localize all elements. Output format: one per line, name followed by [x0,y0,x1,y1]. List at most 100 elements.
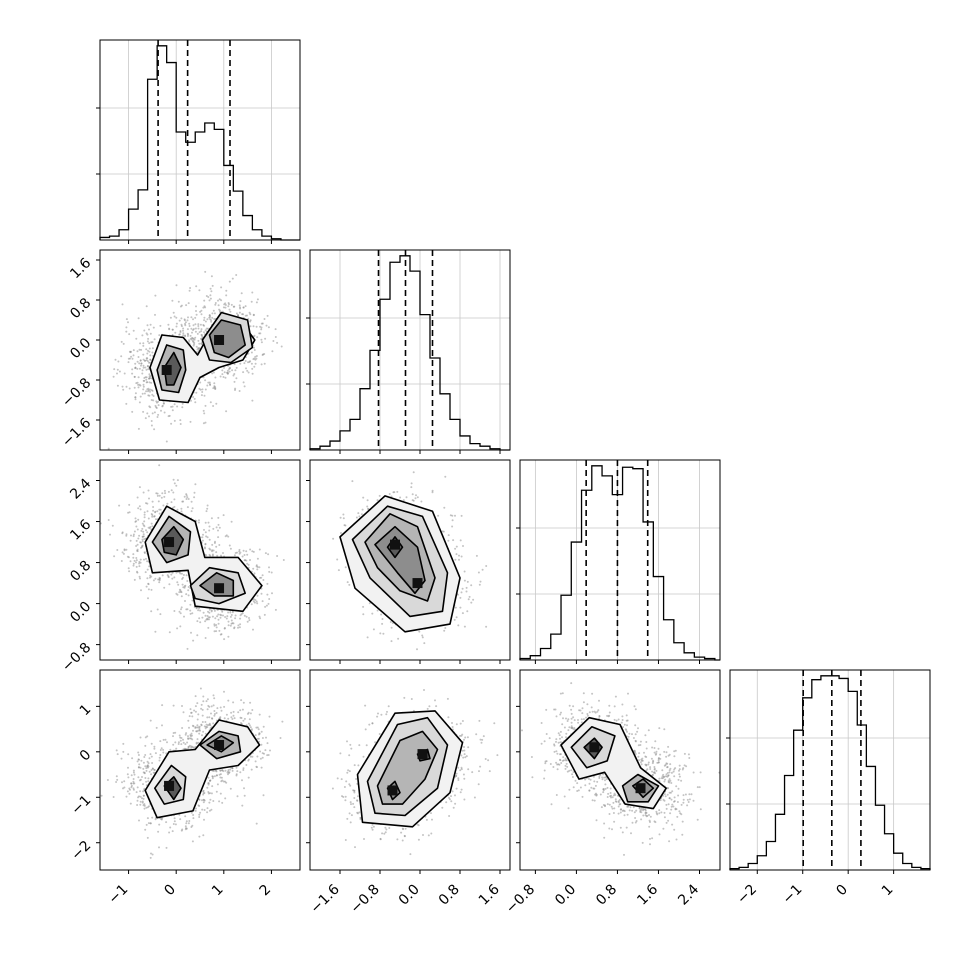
scatter-point [197,726,200,729]
scatter-point [247,371,250,374]
scatter-point [134,396,137,399]
scatter-point [127,753,130,756]
scatter-point [151,393,154,396]
scatter-point [151,515,154,518]
scatter-point [197,609,200,612]
scatter-point [253,572,256,575]
scatter-point [113,368,116,371]
scatter-point [143,804,146,807]
scatter-point [127,776,130,779]
scatter-point [257,728,260,731]
scatter-point [132,564,135,567]
scatter-point [157,830,160,833]
scatter-point [136,549,139,552]
scatter-point [151,762,154,764]
scatter-point [376,499,379,502]
scatter-point [246,620,249,623]
scatter-point [145,390,148,393]
scatter-point [132,562,135,565]
scatter-point [185,732,188,735]
scatter-point [152,509,155,512]
scatter-point [205,510,208,513]
scatter-point [220,286,223,289]
scatter-point [235,366,238,369]
scatter-point [210,517,213,520]
scatter-point [195,305,197,308]
scatter-point [204,421,207,424]
scatter-point [251,291,254,294]
scatter-point [127,567,130,570]
scatter-point [175,325,178,328]
scatter-point [255,564,258,567]
scatter-point [262,794,265,797]
scatter-point [217,529,219,532]
scatter-point [185,493,188,496]
scatter-point [202,422,205,425]
scatter-point [355,516,358,519]
scatter-point [259,576,261,579]
scatter-point [196,702,199,705]
scatter-point [244,305,247,308]
scatter-point [274,328,277,331]
scatter-point [153,338,156,341]
scatter-point [147,337,150,340]
scatter-point [362,605,365,608]
scatter-point [181,705,183,707]
scatter-point [202,801,205,804]
scatter-point [459,539,462,542]
scatter-point [268,598,271,600]
scatter-point [136,360,139,363]
scatter-point [140,362,143,365]
scatter-point [215,790,218,793]
scatter-point [116,753,119,756]
scatter-point [267,754,270,756]
scatter-point [205,535,208,538]
scatter-point [213,609,216,612]
scatter-point [137,754,140,756]
scatter-point [135,545,138,547]
scatter-point [248,311,251,314]
scatter-point [189,612,192,615]
scatter-point [184,324,187,327]
scatter-point [479,580,482,583]
scatter-point [159,749,162,751]
scatter-point [138,534,141,537]
scatter-point [211,543,214,546]
scatter-point [148,350,151,353]
scatter-point [136,570,138,573]
scatter-point [209,294,212,297]
scatter-point [229,787,232,790]
scatter-point [208,316,211,319]
scatter-point [192,328,195,330]
scatter-point [206,726,209,729]
scatter-point [204,388,207,391]
scatter-point [266,742,269,745]
scatter-point [158,334,161,337]
scatter-point [463,570,466,573]
scatter-point [217,622,220,625]
scatter-point [251,755,254,758]
scatter-point [204,727,207,730]
scatter-point [212,387,215,390]
scatter-point [204,521,207,524]
scatter-point [208,529,211,532]
scatter-point [138,348,141,351]
scatter-point [233,363,236,366]
scatter-point [217,613,220,616]
scatter-point [146,333,149,336]
scatter-point [227,717,230,720]
scatter-point [122,750,125,753]
scatter-point [121,531,124,534]
scatter-point [420,500,423,503]
scatter-point [122,552,125,555]
scatter-point [242,769,245,771]
scatter-point [153,411,156,414]
scatter-point [143,520,146,523]
scatter-point [214,617,217,620]
histogram-background [100,40,300,240]
scatter-point [254,355,257,358]
scatter-point [114,358,117,361]
scatter-point [217,618,220,621]
scatter-point [154,511,157,514]
scatter-point [194,727,197,729]
